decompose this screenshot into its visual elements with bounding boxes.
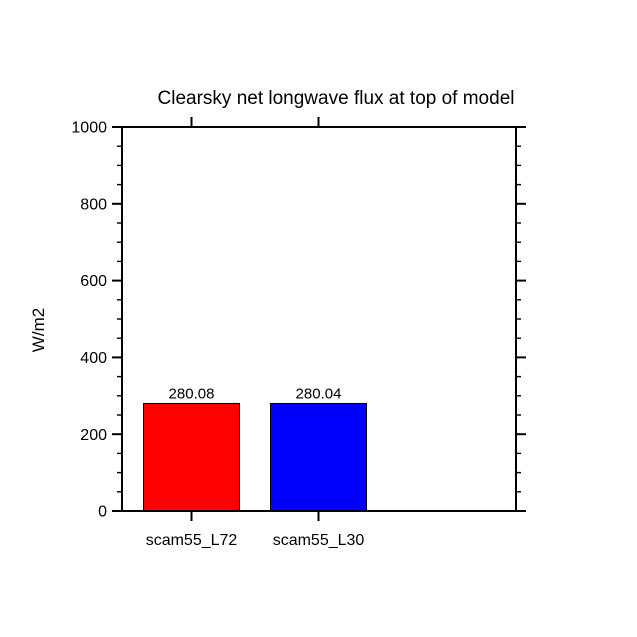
bar-value-label: 280.04 [296,385,342,402]
y-tick-label: 600 [80,273,107,290]
bar-scam55_L30 [270,402,367,512]
y-tick-label: 400 [80,350,107,367]
x-category-label: scam55_L72 [146,532,238,549]
bar-scam55_L72 [143,402,240,512]
chart-title: Clearsky net longwave flux at top of mod… [158,88,515,109]
y-tick-label: 200 [80,427,107,444]
y-tick-label: 1000 [71,120,107,137]
y-tick-label: 0 [98,504,107,521]
bar-value-label: 280.08 [169,385,215,402]
y-tick-label: 800 [80,196,107,213]
y-axis-label: W/m2 [29,308,48,352]
x-category-label: scam55_L30 [273,532,365,549]
